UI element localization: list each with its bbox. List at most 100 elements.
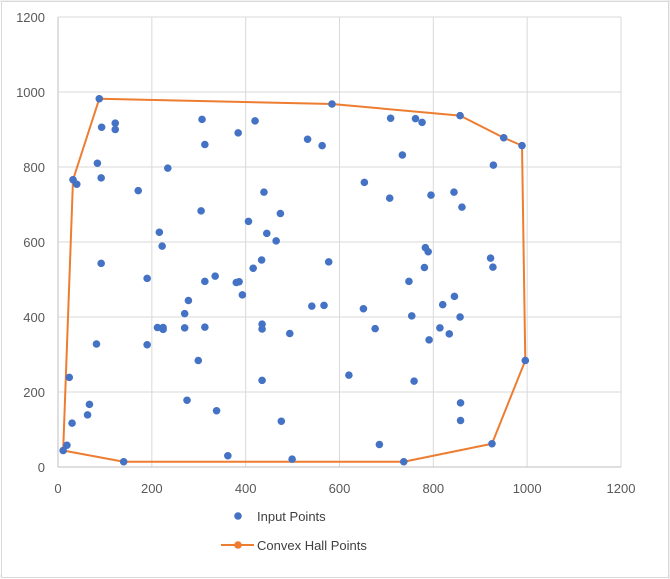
input-point[interactable] xyxy=(134,186,143,195)
input-point[interactable] xyxy=(450,188,458,196)
input-point[interactable] xyxy=(260,188,268,196)
input-point[interactable] xyxy=(411,114,420,123)
input-point[interactable] xyxy=(456,111,464,120)
input-point[interactable] xyxy=(262,229,271,238)
input-point[interactable] xyxy=(277,417,286,426)
input-point[interactable] xyxy=(95,94,104,103)
input-point[interactable] xyxy=(257,256,266,264)
input-point[interactable] xyxy=(371,324,379,333)
input-point[interactable] xyxy=(159,325,167,334)
input-point[interactable] xyxy=(184,296,193,305)
input-point[interactable] xyxy=(180,324,189,332)
input-point[interactable] xyxy=(318,141,326,150)
input-point[interactable] xyxy=(201,277,209,286)
input-point[interactable] xyxy=(486,254,495,262)
input-point[interactable] xyxy=(85,400,94,409)
input-point[interactable] xyxy=(320,301,328,310)
legend-entry-convex-hull[interactable]: Convex Hall Points xyxy=(221,538,367,553)
input-point[interactable] xyxy=(438,300,447,309)
input-point[interactable] xyxy=(194,356,203,365)
input-point[interactable] xyxy=(375,440,384,449)
input-point[interactable] xyxy=(183,396,191,405)
input-points-series[interactable] xyxy=(59,94,530,466)
input-point[interactable] xyxy=(180,309,189,318)
input-point[interactable] xyxy=(324,258,333,266)
input-point[interactable] xyxy=(93,159,102,168)
input-point[interactable] xyxy=(456,313,464,321)
input-point[interactable] xyxy=(258,325,266,333)
input-point[interactable] xyxy=(360,178,369,187)
convex-hull-series[interactable] xyxy=(59,95,529,466)
legend-entry-input-points[interactable]: Input Points xyxy=(234,509,326,524)
input-point[interactable] xyxy=(92,340,101,348)
input-point[interactable] xyxy=(276,209,285,218)
convex-hull-line[interactable] xyxy=(62,97,527,463)
input-point[interactable] xyxy=(111,125,120,134)
input-point[interactable] xyxy=(244,217,253,226)
input-point[interactable] xyxy=(143,274,151,283)
input-point[interactable] xyxy=(458,203,466,211)
input-point[interactable] xyxy=(249,264,257,273)
input-point[interactable] xyxy=(420,263,429,272)
input-point[interactable] xyxy=(97,123,106,132)
input-point[interactable] xyxy=(258,376,266,385)
input-point[interactable] xyxy=(68,419,76,427)
input-point[interactable] xyxy=(410,377,418,385)
input-point[interactable] xyxy=(163,164,172,172)
input-point[interactable] xyxy=(345,371,353,379)
input-point[interactable] xyxy=(418,118,426,127)
input-point[interactable] xyxy=(211,272,219,280)
input-point[interactable] xyxy=(272,237,280,245)
input-point[interactable] xyxy=(456,416,465,425)
input-point[interactable] xyxy=(143,340,151,349)
input-point[interactable] xyxy=(518,141,526,150)
input-point[interactable] xyxy=(521,356,530,365)
input-point[interactable] xyxy=(97,174,105,182)
input-point[interactable] xyxy=(427,191,435,199)
input-point[interactable] xyxy=(72,180,81,189)
input-point[interactable] xyxy=(238,291,247,299)
input-point[interactable] xyxy=(197,207,205,215)
input-point[interactable] xyxy=(201,323,209,331)
input-point[interactable] xyxy=(201,140,209,149)
input-point[interactable] xyxy=(251,117,259,125)
input-point[interactable] xyxy=(489,161,498,169)
input-point[interactable] xyxy=(119,457,128,466)
input-point[interactable] xyxy=(212,406,221,415)
input-point[interactable] xyxy=(155,228,164,237)
input-point[interactable] xyxy=(158,242,166,250)
input-point[interactable] xyxy=(308,302,316,310)
legend[interactable]: Input Points Convex Hall Points xyxy=(221,509,367,553)
input-point[interactable] xyxy=(235,277,243,286)
input-point[interactable] xyxy=(234,129,242,137)
input-point[interactable] xyxy=(83,411,92,419)
input-point[interactable] xyxy=(499,133,508,142)
input-point[interactable] xyxy=(111,119,120,127)
input-point[interactable] xyxy=(385,194,394,202)
input-point[interactable] xyxy=(288,455,296,463)
input-point[interactable] xyxy=(424,247,432,256)
input-point[interactable] xyxy=(328,100,336,108)
input-point[interactable] xyxy=(398,151,407,159)
input-point[interactable] xyxy=(425,336,433,344)
input-point[interactable] xyxy=(456,399,465,407)
input-point[interactable] xyxy=(65,373,74,382)
input-point[interactable] xyxy=(285,329,294,338)
input-point[interactable] xyxy=(224,451,232,460)
input-point[interactable] xyxy=(407,312,416,320)
input-point[interactable] xyxy=(59,446,67,455)
input-point[interactable] xyxy=(198,115,206,124)
input-point[interactable] xyxy=(399,457,408,466)
input-point[interactable] xyxy=(445,330,454,338)
input-point[interactable] xyxy=(405,277,413,286)
input-point[interactable] xyxy=(436,324,444,332)
input-point[interactable] xyxy=(386,114,395,123)
input-point[interactable] xyxy=(359,304,368,313)
input-point[interactable] xyxy=(488,439,496,448)
input-point[interactable] xyxy=(97,259,105,268)
input-point[interactable] xyxy=(63,441,71,450)
input-point[interactable] xyxy=(489,263,497,271)
input-point[interactable] xyxy=(303,135,312,144)
input-point[interactable] xyxy=(450,292,459,301)
